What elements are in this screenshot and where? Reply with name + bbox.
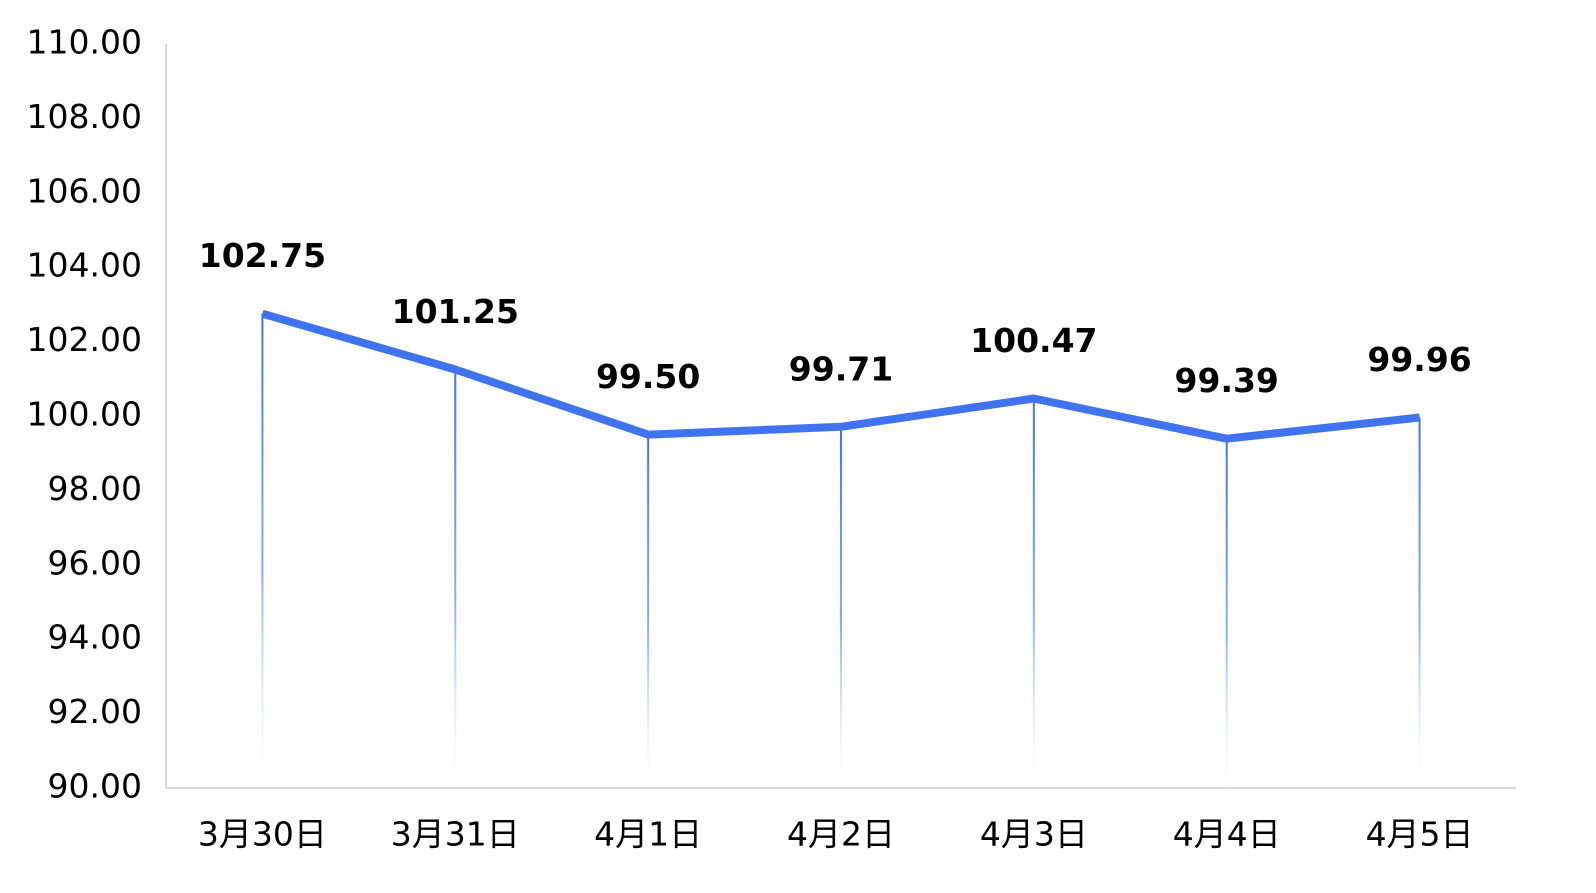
x-tick-label: 4月5日 [1366, 815, 1474, 854]
data-label: 99.71 [789, 349, 893, 388]
drop-line [840, 426, 842, 788]
y-tick-label: 110.00 [27, 23, 142, 62]
y-tick-label: 98.00 [48, 469, 142, 508]
data-label: 99.50 [596, 357, 700, 396]
drop-line [261, 313, 264, 788]
y-tick-label: 108.00 [27, 97, 142, 136]
drop-line [647, 434, 650, 788]
y-tick-label: 94.00 [48, 618, 142, 657]
x-tick-label: 4月3日 [980, 815, 1088, 854]
x-tick-label: 3月30日 [198, 815, 327, 854]
y-axis: 90.00 92.00 94.00 96.00 98.00 100.00 102.00 104… [27, 23, 167, 806]
data-label: 99.39 [1175, 361, 1279, 400]
x-tick-label: 3月31日 [391, 815, 520, 854]
x-tick-label: 4月4日 [1173, 815, 1281, 854]
y-tick-label: 102.00 [27, 320, 142, 359]
data-label: 101.25 [392, 292, 519, 331]
drop-line [454, 369, 457, 788]
series-layer [261, 309, 1421, 443]
x-tick-label: 4月2日 [787, 815, 895, 854]
data-labels: 102.75 101.25 99.50 99.71 100.47 99.39 99.96 [199, 236, 1472, 400]
y-tick-label: 92.00 [48, 692, 142, 731]
y-tick-label: 96.00 [48, 543, 142, 582]
drop-lines [261, 313, 1421, 788]
y-tick-label: 90.00 [48, 767, 142, 806]
data-label: 100.47 [970, 321, 1097, 360]
drop-line [1032, 398, 1035, 788]
drop-line [1225, 438, 1228, 788]
data-label: 102.75 [199, 236, 326, 275]
data-label: 99.96 [1367, 340, 1471, 379]
x-axis: 3月30日 3月31日 4月1日 4月2日 4月3日 4月4日 4月5日 [166, 787, 1516, 854]
y-tick-label: 106.00 [27, 171, 142, 210]
drop-line [1418, 417, 1421, 788]
y-tick-label: 100.00 [27, 395, 142, 434]
x-tick-label: 4月1日 [594, 815, 702, 854]
y-tick-label: 104.00 [27, 246, 142, 285]
